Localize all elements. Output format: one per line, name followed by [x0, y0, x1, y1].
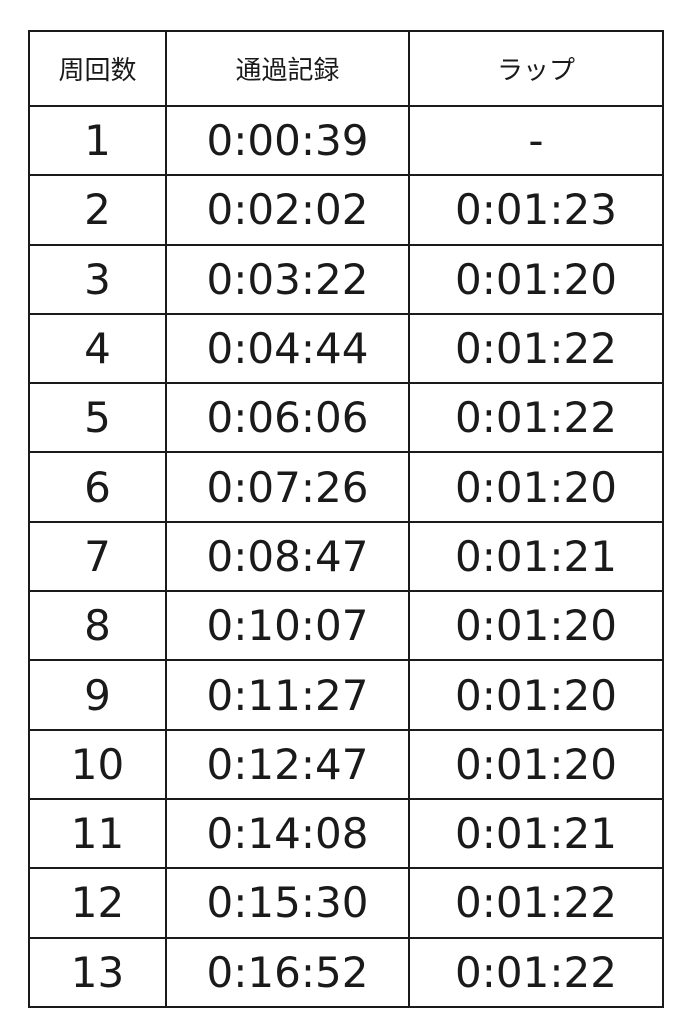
lap-time-table: 周回数 通過記録 ラップ 1 0:00:39-2 0:02:02 0:01:23 3 0:… [28, 30, 664, 1008]
header-lap-time: ラップ [408, 30, 664, 107]
lap-time-cell: 0:01:20 [408, 243, 664, 315]
table-row: 11 0:14:08 0:01:21 [28, 797, 664, 870]
lap-number-cell: 3 [28, 243, 167, 315]
lap-time-cell: 0:01:20 [408, 659, 664, 731]
table-row: 13 0:16:52 0:01:22 [28, 936, 664, 1008]
lap-number-cell: 8 [28, 590, 167, 662]
table-row: 10 0:12:47 0:01:20 [28, 728, 664, 800]
lap-number-cell: 5 [28, 382, 167, 454]
table-row: 8 0:10:07 0:01:20 [28, 590, 664, 662]
split-time-cell: 0:16:52 [165, 936, 410, 1008]
lap-time-cell: 0:01:20 [408, 728, 664, 800]
split-time-cell: 0:08:47 [165, 520, 410, 593]
split-time-cell: 0:12:47 [165, 728, 410, 800]
lap-number-cell: 7 [28, 520, 167, 593]
lap-time-cell: 0:01:22 [408, 382, 664, 454]
table-row: 9 0:11:27 0:01:20 [28, 659, 664, 731]
split-time-cell: 0:11:27 [165, 659, 410, 731]
lap-time-cell: - [408, 104, 664, 177]
lap-time-cell: 0:01:22 [408, 867, 664, 939]
split-time-cell: 0:10:07 [165, 590, 410, 662]
lap-time-cell: 0:01:22 [408, 312, 664, 385]
split-time-cell: 0:03:22 [165, 243, 410, 315]
header-row: 周回数 通過記録 ラップ [28, 30, 664, 107]
lap-time-cell: 0:01:21 [408, 520, 664, 593]
header-lap-number: 周回数 [28, 30, 167, 107]
lap-number-cell: 13 [28, 936, 167, 1008]
table-row: 5 0:06:06 0:01:22 [28, 382, 664, 454]
split-time-cell: 0:14:08 [165, 797, 410, 870]
table-row: 7 0:08:47 0:01:21 [28, 520, 664, 593]
table-row: 12 0:15:30 0:01:22 [28, 867, 664, 939]
lap-number-cell: 2 [28, 174, 167, 246]
lap-time-cell: 0:01:21 [408, 797, 664, 870]
split-time-cell: 0:00:39 [165, 104, 410, 177]
split-time-cell: 0:04:44 [165, 312, 410, 385]
lap-number-cell: 6 [28, 451, 167, 523]
lap-number-cell: 11 [28, 797, 167, 870]
lap-time-cell: 0:01:23 [408, 174, 664, 246]
lap-time-cell: 0:01:22 [408, 936, 664, 1008]
table-row: 2 0:02:02 0:01:23 [28, 174, 664, 246]
lap-number-cell: 9 [28, 659, 167, 731]
lap-number-cell: 1 [28, 104, 167, 177]
split-time-cell: 0:07:26 [165, 451, 410, 523]
lap-number-cell: 12 [28, 867, 167, 939]
table-row: 6 0:07:26 0:01:20 [28, 451, 664, 523]
split-time-cell: 0:02:02 [165, 174, 410, 246]
lap-number-cell: 10 [28, 728, 167, 800]
lap-time-cell: 0:01:20 [408, 590, 664, 662]
table-row: 4 0:04:44 0:01:22 [28, 312, 664, 385]
table-row: 1 0:00:39- [28, 104, 664, 177]
split-time-cell: 0:15:30 [165, 867, 410, 939]
lap-time-cell: 0:01:20 [408, 451, 664, 523]
lap-number-cell: 4 [28, 312, 167, 385]
header-split-time: 通過記録 [165, 30, 410, 107]
split-time-cell: 0:06:06 [165, 382, 410, 454]
table-row: 3 0:03:22 0:01:20 [28, 243, 664, 315]
